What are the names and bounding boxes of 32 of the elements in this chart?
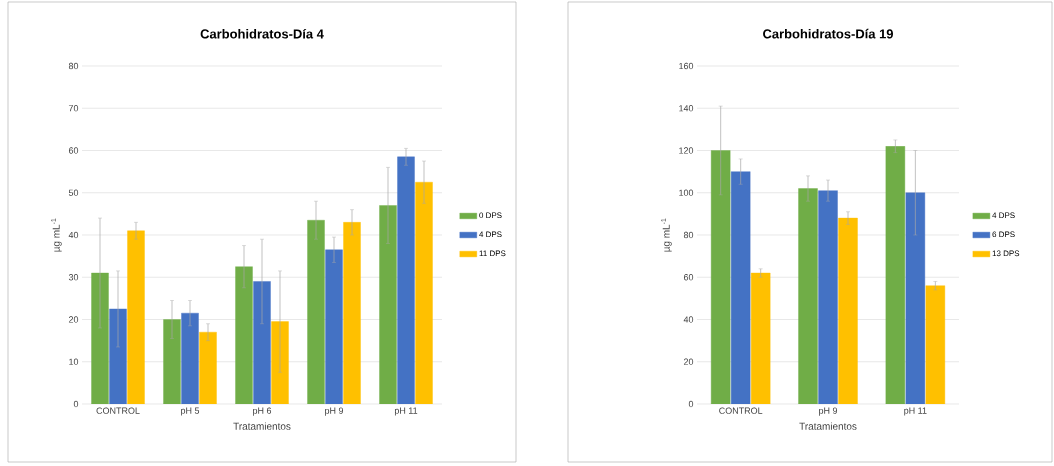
y-tick-label: 80	[68, 62, 79, 70]
y-tick-label: 160	[679, 62, 694, 70]
y-tick-label: 20	[683, 358, 694, 365]
y-tick-label: 10	[69, 358, 79, 365]
x-tick-label: pH 9	[325, 407, 344, 416]
chart-title: Carbohidratos-Día 19	[763, 28, 893, 39]
y-tick-label: 40	[683, 316, 694, 323]
x-tick-label: pH 11	[394, 407, 418, 416]
x-tick-label: CONTROL	[719, 407, 763, 414]
y-tick-label: 0	[73, 400, 79, 408]
y-tick-label: 60	[683, 274, 694, 281]
x-axis-title: Tratamientos	[233, 422, 291, 430]
x-tick-label: pH 5	[181, 407, 200, 416]
x-tick-label: pH 6	[253, 407, 272, 416]
y-tick-label: 20	[68, 316, 79, 323]
y-tick-label: 30	[68, 274, 79, 281]
y-tick-label: 80	[683, 231, 694, 239]
y-tick-label: 50	[68, 189, 79, 196]
y-tick-label: 0	[688, 400, 694, 408]
y-tick-label: 60	[68, 147, 79, 154]
y-tick-label: 140	[679, 105, 694, 112]
x-tick-label: CONTROL	[96, 407, 140, 414]
y-axis-title: µg mL$^{-1}$	[51, 218, 62, 252]
chart-title: Carbohidratos-Día 4	[200, 28, 324, 39]
x-axis-title: Tratamientos	[799, 422, 857, 430]
y-tick-label: 100	[679, 189, 694, 196]
y-tick-label: 120	[679, 147, 694, 154]
y-tick-label: 40	[68, 231, 79, 239]
y-tick-label: 70	[68, 105, 79, 112]
x-tick-label: pH 11	[904, 407, 927, 416]
x-tick-label: pH 9	[819, 407, 838, 416]
y-axis-title: µg mL$^{-1}$	[661, 218, 672, 252]
